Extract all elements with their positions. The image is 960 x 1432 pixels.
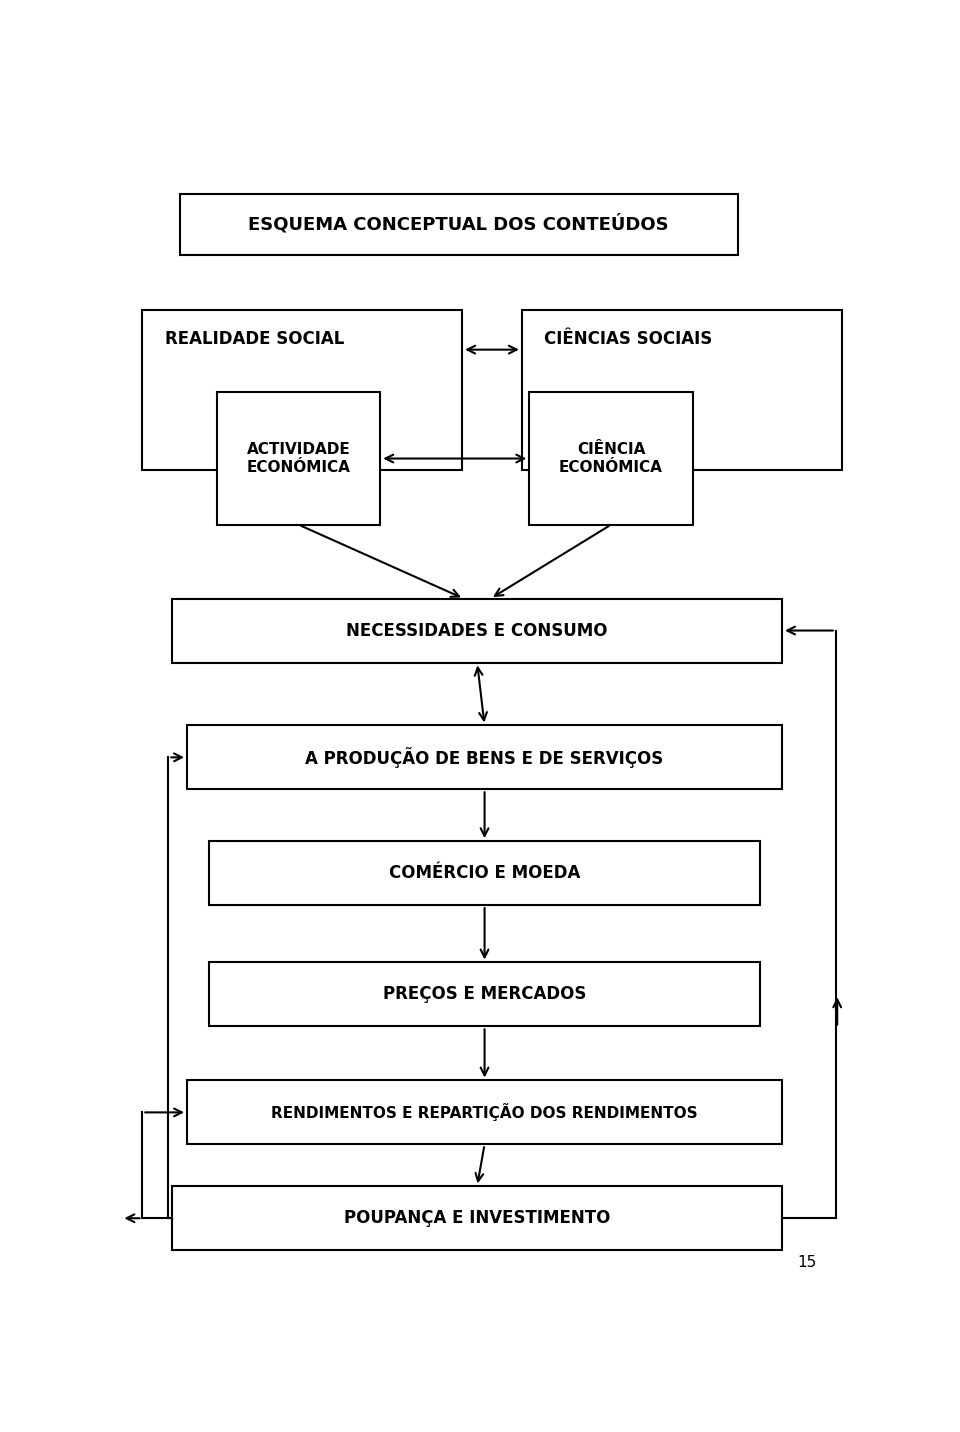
Text: ESQUEMA CONCEPTUAL DOS CONTEÚDOS: ESQUEMA CONCEPTUAL DOS CONTEÚDOS	[249, 215, 669, 233]
Text: REALIDADE SOCIAL: REALIDADE SOCIAL	[165, 331, 344, 348]
Text: CIÊNCIAS SOCIAIS: CIÊNCIAS SOCIAIS	[544, 331, 712, 348]
Text: NECESSIDADES E CONSUMO: NECESSIDADES E CONSUMO	[347, 621, 608, 640]
Text: CIÊNCIA
ECONÓMICA: CIÊNCIA ECONÓMICA	[559, 442, 663, 475]
Bar	[529, 392, 693, 524]
Bar	[187, 1080, 782, 1144]
Bar	[172, 599, 782, 663]
Bar	[187, 726, 782, 789]
Text: 15: 15	[797, 1254, 816, 1270]
Bar	[217, 392, 380, 524]
Bar	[172, 1186, 782, 1250]
Text: ACTIVIDADE
ECONÓMICA: ACTIVIDADE ECONÓMICA	[247, 442, 350, 475]
Text: A PRODUÇÃO DE BENS E DE SERVIÇOS: A PRODUÇÃO DE BENS E DE SERVIÇOS	[305, 748, 663, 768]
Text: POUPANÇA E INVESTIMENTO: POUPANÇA E INVESTIMENTO	[344, 1209, 611, 1227]
Bar	[209, 962, 759, 1027]
Text: RENDIMENTOS E REPARTIÇÃO DOS RENDIMENTOS: RENDIMENTOS E REPARTIÇÃO DOS RENDIMENTOS	[272, 1104, 698, 1121]
Bar	[209, 841, 759, 905]
Bar	[142, 309, 462, 470]
Bar	[180, 193, 737, 255]
Bar	[522, 309, 842, 470]
Text: COMÉRCIO E MOEDA: COMÉRCIO E MOEDA	[389, 863, 580, 882]
Text: PREÇOS E MERCADOS: PREÇOS E MERCADOS	[383, 985, 587, 1004]
